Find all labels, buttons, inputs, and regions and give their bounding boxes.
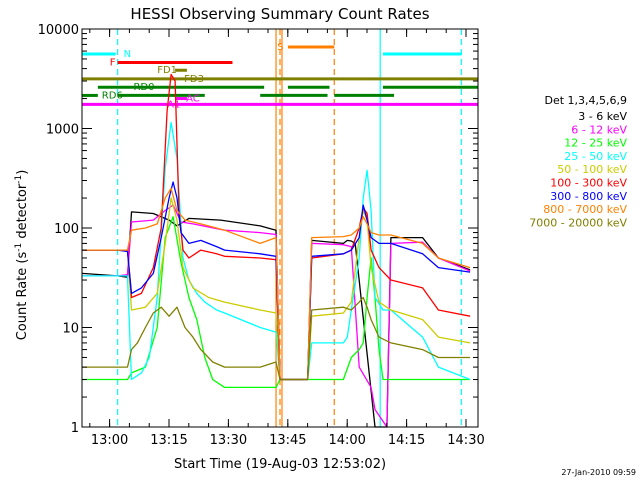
y-axis-label: Count Rate (s-1 detector-1) xyxy=(14,170,30,341)
legend-entry: 100 - 300 keV xyxy=(550,177,627,190)
x-tick-label: 13:00 xyxy=(91,433,128,448)
legend-entry: 3 - 6 keV xyxy=(578,110,627,123)
x-tick-label: 14:30 xyxy=(447,433,484,448)
flag-label-ac: AC xyxy=(186,94,200,105)
flag-label-f: F xyxy=(110,58,116,69)
x-axis-label: Start Time (19-Aug-03 12:53:02) xyxy=(174,457,386,472)
legend-entry: 800 - 7000 keV xyxy=(543,203,627,216)
timestamp: 27-Jan-2010 09:59 xyxy=(561,468,636,477)
series-line-6 xyxy=(82,181,471,381)
y-tick-label: 1000 xyxy=(46,123,79,138)
series-line-5 xyxy=(82,73,471,381)
y-axis-label-part: ) xyxy=(15,170,30,175)
series-line-8 xyxy=(82,296,471,381)
x-tick-label: 13:45 xyxy=(269,433,306,448)
flag-label-n: N xyxy=(124,49,131,60)
plot-area: N S F FD1 FD3 RD0 RD6 AC A1 13:00 13:15 13:30 13:45 1… xyxy=(38,23,485,448)
flag-label-fd3: FD3 xyxy=(184,74,204,85)
y-tick-label: 10000 xyxy=(38,23,79,38)
x-tick-label: 14:00 xyxy=(328,433,365,448)
legend-entry: 12 - 25 keV xyxy=(564,137,627,150)
legend-entry: 50 - 100 keV xyxy=(557,163,627,176)
y-tick-label: 1 xyxy=(71,421,79,436)
x-tick-label: 13:30 xyxy=(210,433,247,448)
x-tick-label: 14:15 xyxy=(388,433,425,448)
flag-label-fd1: FD1 xyxy=(157,65,177,76)
x-tick-label: 13:15 xyxy=(150,433,187,448)
series-line-4 xyxy=(82,197,471,381)
y-axis-label-part: detector xyxy=(15,183,30,243)
y-axis-label-part: Count Rate (s xyxy=(15,252,30,341)
legend-entry: 25 - 50 keV xyxy=(564,150,627,163)
flag-label-a1: A1 xyxy=(167,99,180,110)
y-axis-label-exponent: -1 xyxy=(14,243,24,252)
y-axis-label-exponent: -1 xyxy=(14,175,24,184)
flag-label-rd6: RD6 xyxy=(102,90,123,101)
series-line-7 xyxy=(82,187,471,381)
flag-label-s: S xyxy=(277,42,283,53)
legend-entry: 7000 - 20000 keV xyxy=(529,216,627,229)
legend-entry: 300 - 800 keV xyxy=(550,190,627,203)
y-tick-label: 100 xyxy=(54,222,79,237)
y-tick-label: 10 xyxy=(62,322,79,337)
svg-text:Count Rate (s-1 detector-1): Count Rate (s-1 detector-1) xyxy=(14,170,30,341)
chart-title: HESSI Observing Summary Count Rates xyxy=(130,5,429,23)
legend-title: Det 1,3,4,5,6,9 xyxy=(544,94,627,107)
legend-entry: 6 - 12 keV xyxy=(571,123,627,136)
flag-label-rd0: RD0 xyxy=(133,82,154,93)
